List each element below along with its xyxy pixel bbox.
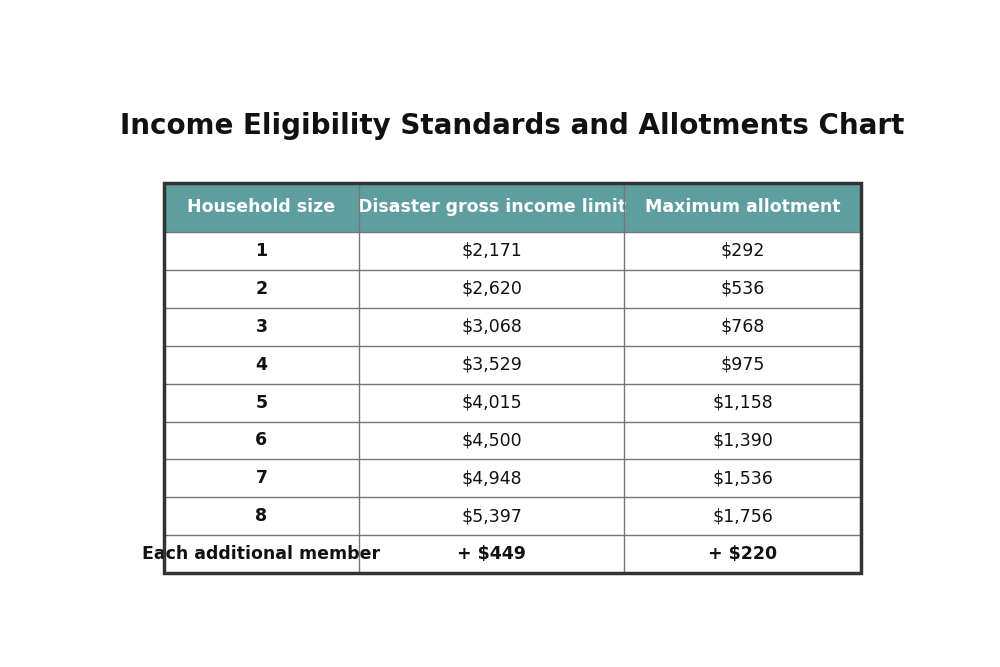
Bar [359,535,624,573]
Text: $768: $768 [720,317,765,336]
Bar [624,384,861,422]
Text: Disaster gross income limit: Disaster gross income limit [358,198,626,216]
Bar [164,460,359,498]
Text: $536: $536 [720,280,765,298]
Bar [624,307,861,346]
Bar [164,384,359,422]
Text: $4,500: $4,500 [461,432,522,450]
Bar [164,232,359,270]
Text: 7: 7 [255,470,267,488]
Text: $5,397: $5,397 [461,507,522,525]
Text: 6: 6 [255,432,267,450]
Text: $2,620: $2,620 [461,280,522,298]
Text: $4,948: $4,948 [461,470,522,488]
Bar [624,346,861,384]
Bar [624,232,861,270]
Bar [359,183,624,232]
Bar [624,498,861,535]
Bar [164,535,359,573]
Text: $3,068: $3,068 [461,317,522,336]
Bar [359,384,624,422]
Bar [359,307,624,346]
Text: $1,536: $1,536 [712,470,773,488]
Text: $292: $292 [720,242,765,260]
Bar [164,498,359,535]
Bar [359,460,624,498]
Bar [164,270,359,307]
Bar [624,460,861,498]
Bar [624,422,861,460]
Text: $2,171: $2,171 [461,242,522,260]
Text: 5: 5 [255,394,267,412]
Text: $1,390: $1,390 [712,432,773,450]
Text: 8: 8 [255,507,267,525]
Bar [164,183,861,573]
Text: 2: 2 [255,280,267,298]
Bar [624,535,861,573]
Bar [624,270,861,307]
Bar [359,346,624,384]
Text: 4: 4 [255,356,267,374]
Bar [164,307,359,346]
Bar [359,498,624,535]
Text: $1,756: $1,756 [712,507,773,525]
Bar [624,183,861,232]
Text: + $220: + $220 [708,545,777,563]
Bar [359,232,624,270]
Text: $3,529: $3,529 [461,356,522,374]
Text: Household size: Household size [187,198,335,216]
Text: Each additional member: Each additional member [142,545,380,563]
Text: 1: 1 [255,242,267,260]
Bar [164,422,359,460]
Text: + $449: + $449 [457,545,526,563]
Text: $975: $975 [720,356,765,374]
Text: Maximum allotment: Maximum allotment [645,198,840,216]
Text: 3: 3 [255,317,267,336]
Bar [164,346,359,384]
Text: $1,158: $1,158 [712,394,773,412]
Bar [359,422,624,460]
Text: $4,015: $4,015 [461,394,522,412]
Bar [359,270,624,307]
Bar [164,183,359,232]
Text: Income Eligibility Standards and Allotments Chart: Income Eligibility Standards and Allotme… [120,112,905,140]
